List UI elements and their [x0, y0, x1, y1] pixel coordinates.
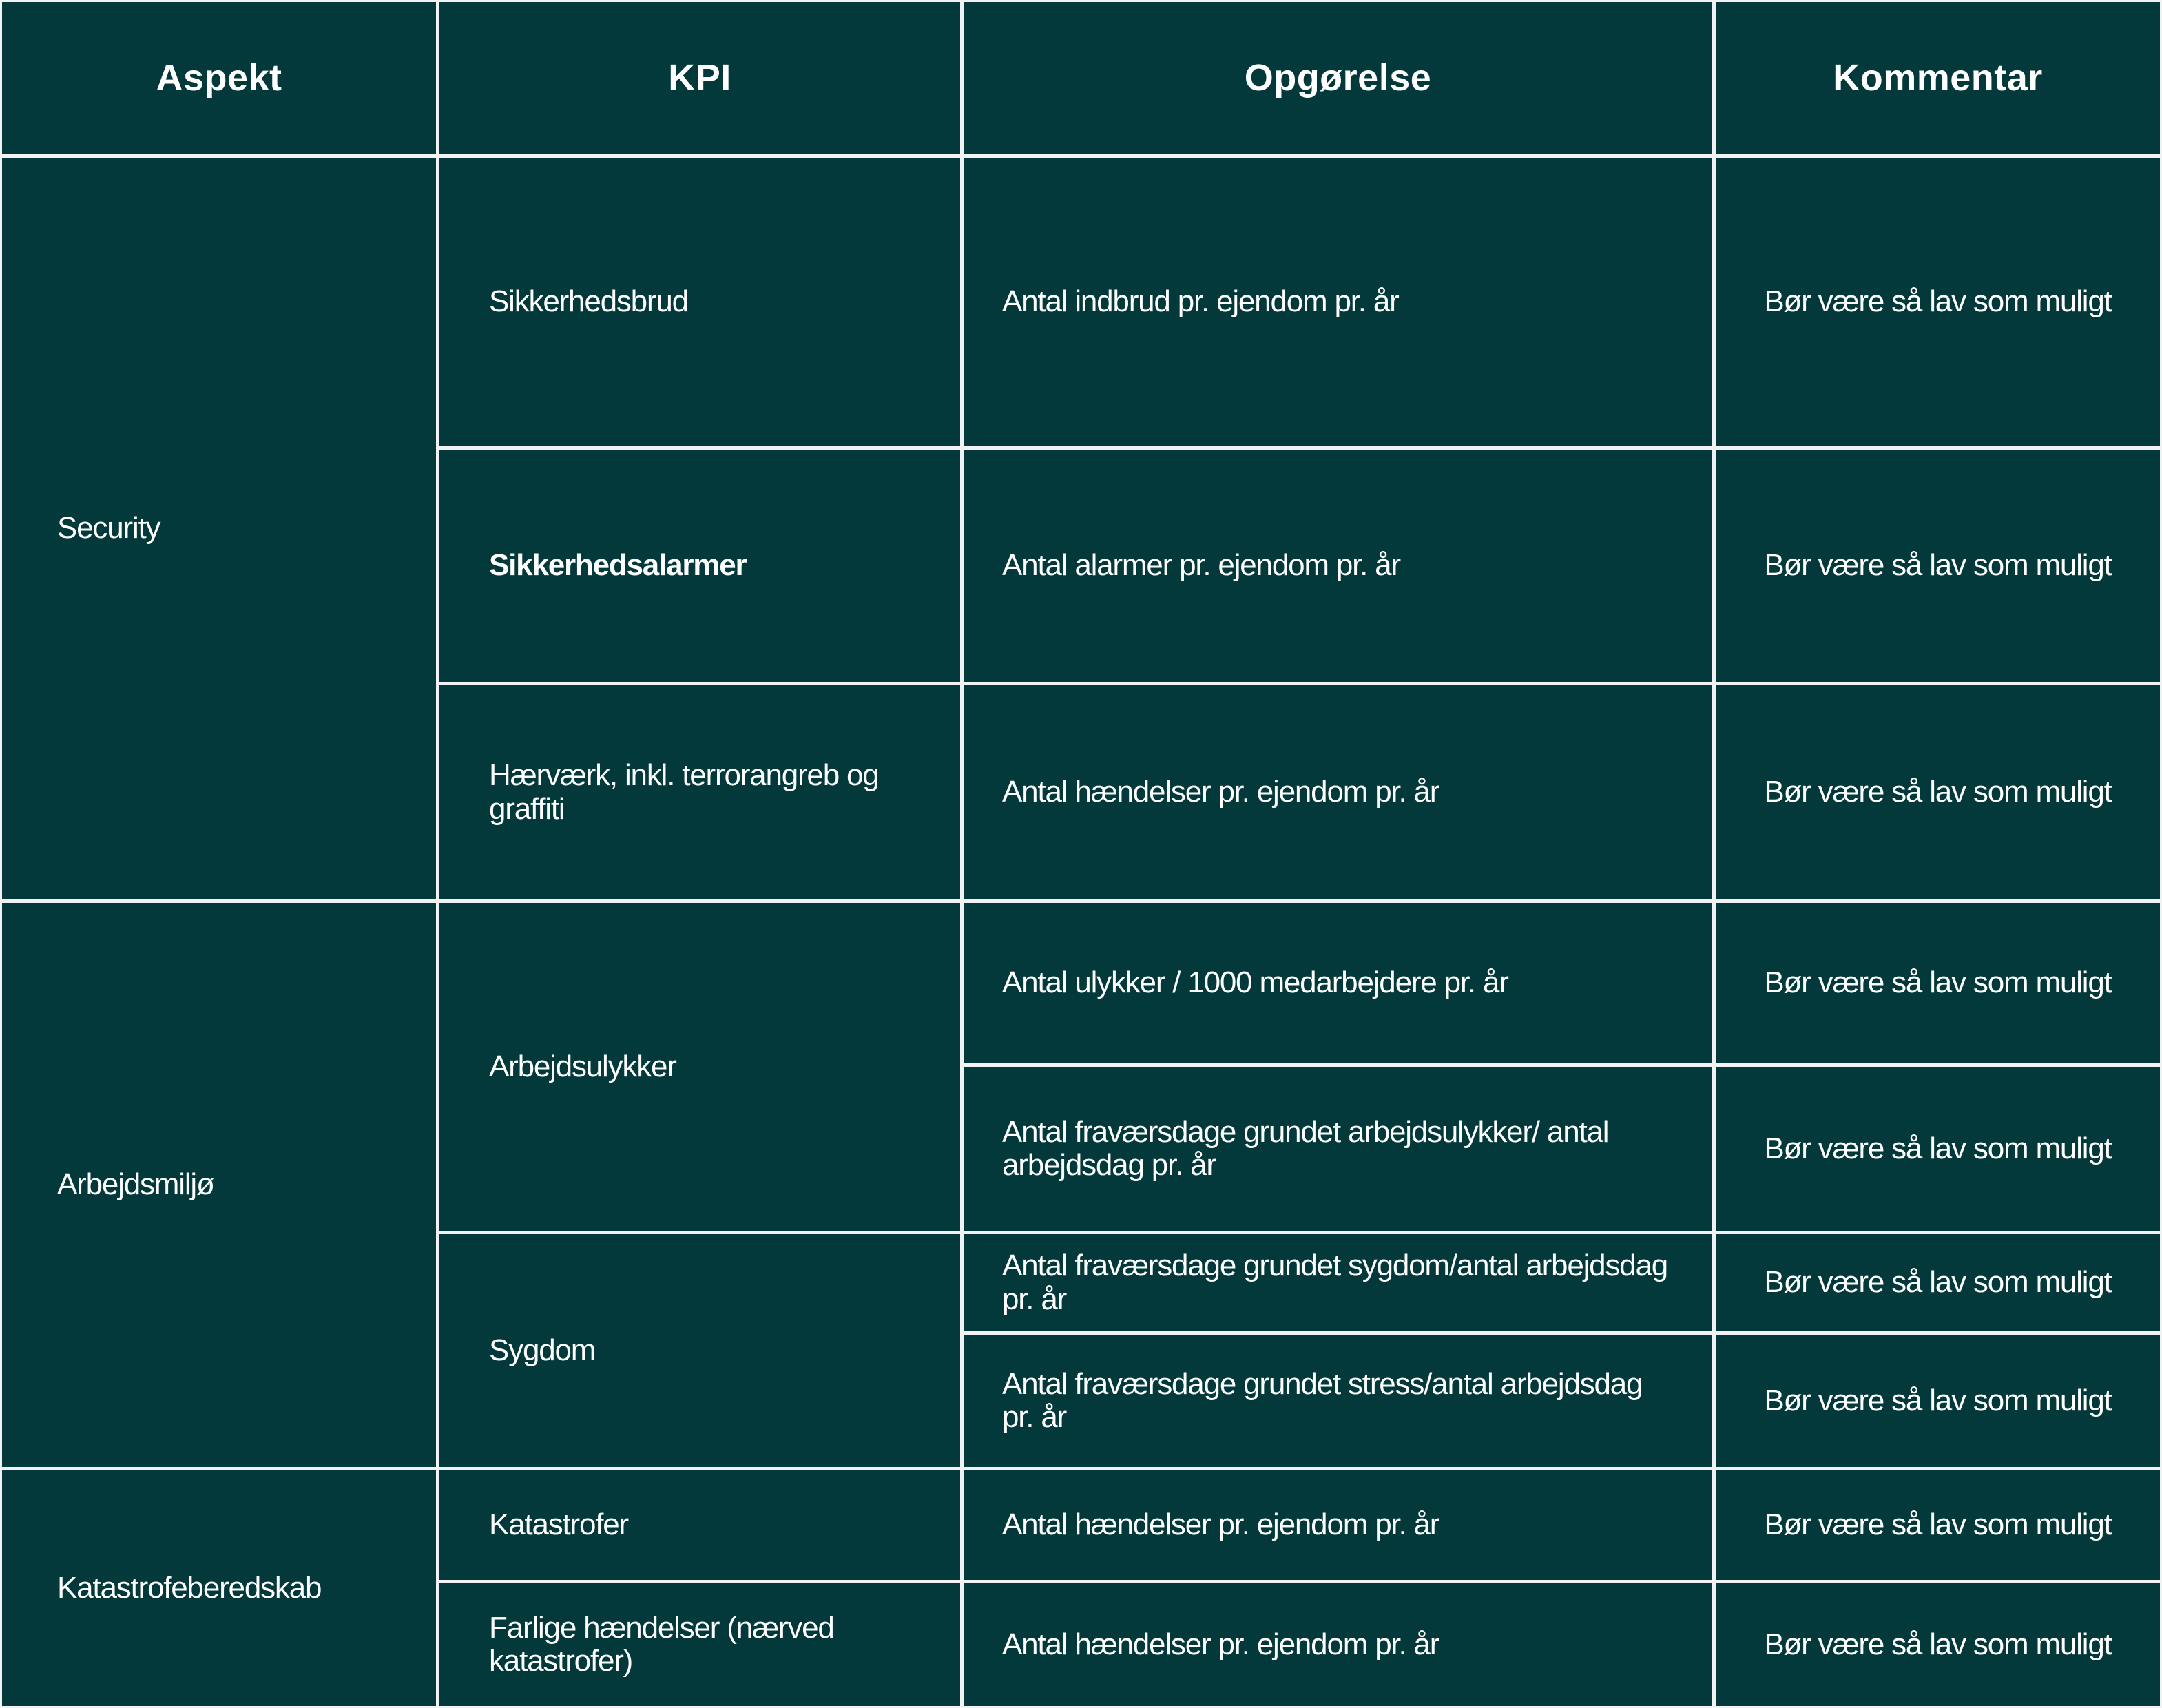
- header-aspekt: Aspekt: [2, 2, 436, 154]
- opgoerelse-cell: Antal alarmer pr. ejendom pr. år: [964, 450, 1712, 682]
- kpi-cell: Farlige hændelser (nærved katastrofer): [439, 1583, 960, 1706]
- kpi-cell: Katastrofer: [439, 1470, 960, 1580]
- opgoerelse-cell: Antal fraværsdage grundet sygdom/antal a…: [964, 1234, 1712, 1331]
- opgoerelse-cell: Antal fraværsdage grundet arbejdsulykker…: [964, 1067, 1712, 1231]
- opgoerelse-cell: Antal hændelser pr. ejendom pr. år: [964, 1470, 1712, 1580]
- aspect-cell: Arbejdsmiljø: [2, 903, 436, 1467]
- kpi-cell: Sygdom: [439, 1234, 960, 1467]
- kpi-cell: Hærværk, inkl. terrorangreb og graffiti: [439, 685, 960, 899]
- kpi-cell: Sikkerhedsalarmer: [439, 450, 960, 682]
- kommentar-cell: Bør være så lav som muligt: [1716, 1470, 2160, 1580]
- aspect-cell: Security: [2, 158, 436, 899]
- opgoerelse-cell: Antal indbrud pr. ejendom pr. år: [964, 158, 1712, 446]
- opgoerelse-cell: Antal fraværsdage grundet stress/antal a…: [964, 1335, 1712, 1467]
- opgoerelse-cell: Antal ulykker / 1000 medarbejdere pr. år: [964, 903, 1712, 1063]
- kommentar-cell: Bør være så lav som muligt: [1716, 685, 2160, 899]
- kommentar-cell: Bør være så lav som muligt: [1716, 158, 2160, 446]
- kommentar-cell: Bør være så lav som muligt: [1716, 903, 2160, 1063]
- header-opgoerelse: Opgørelse: [964, 2, 1712, 154]
- kommentar-cell: Bør være så lav som muligt: [1716, 1234, 2160, 1331]
- kommentar-cell: Bør være så lav som muligt: [1716, 1583, 2160, 1706]
- opgoerelse-cell: Antal hændelser pr. ejendom pr. år: [964, 1583, 1712, 1706]
- header-kpi: KPI: [439, 2, 960, 154]
- kommentar-cell: Bør være så lav som muligt: [1716, 450, 2160, 682]
- kommentar-cell: Bør være så lav som muligt: [1716, 1067, 2160, 1231]
- opgoerelse-cell: Antal hændelser pr. ejendom pr. år: [964, 685, 1712, 899]
- kpi-cell: Sikkerhedsbrud: [439, 158, 960, 446]
- aspect-cell: Katastrofeberedskab: [2, 1470, 436, 1706]
- kpi-cell: Arbejdsulykker: [439, 903, 960, 1231]
- header-kommentar: Kommentar: [1716, 2, 2160, 154]
- kommentar-cell: Bør være så lav som muligt: [1716, 1335, 2160, 1467]
